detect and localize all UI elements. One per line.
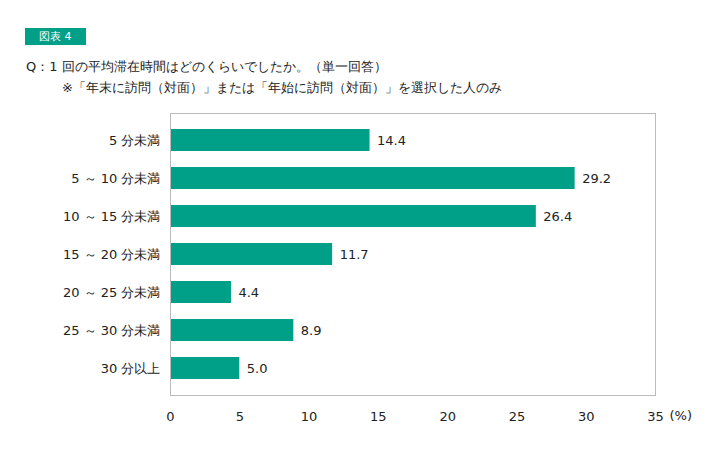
svg-text:15 ～ 20 分未満: 15 ～ 20 分未満 xyxy=(63,247,160,262)
svg-text:5: 5 xyxy=(236,409,244,424)
html-text:Q：1 回の平均滞在時間はどのくらいでしたか。（単一回答）: Q：1 回の平均滞在時間はどのくらいでしたか。（単一回答） xyxy=(26,59,387,74)
svg-text:25: 25 xyxy=(509,409,526,424)
svg-text:25 ～ 30 分未満: 25 ～ 30 分未満 xyxy=(63,323,160,338)
html-text:図表 4: 図表 4 xyxy=(39,30,72,43)
svg-text:15: 15 xyxy=(370,409,387,424)
svg-text:4.4: 4.4 xyxy=(238,285,259,300)
svg-text:10: 10 xyxy=(301,409,318,424)
svg-text:8.9: 8.9 xyxy=(301,323,322,338)
svg-text:14.4: 14.4 xyxy=(377,133,406,148)
svg-text:10 ～ 15 分未満: 10 ～ 15 分未満 xyxy=(63,209,160,224)
svg-text:5 分未満: 5 分未満 xyxy=(109,133,160,148)
html-text:※「年末に訪問（対面）」または「年始に訪問（対面）」を選択し: ※「年末に訪問（対面）」または「年始に訪問（対面）」を選択した人のみ xyxy=(62,80,502,95)
svg-text:20 ～ 25 分未満: 20 ～ 25 分未満 xyxy=(63,285,160,300)
svg-text:5.0: 5.0 xyxy=(247,361,268,376)
svg-text:26.4: 26.4 xyxy=(543,209,572,224)
svg-text:11.7: 11.7 xyxy=(340,247,369,262)
svg-text:30: 30 xyxy=(578,409,595,424)
svg-text:30 分以上: 30 分以上 xyxy=(101,361,161,376)
svg-text:29.2: 29.2 xyxy=(582,171,611,186)
svg-text:35: 35 xyxy=(647,409,664,424)
svg-text:(%): (%) xyxy=(670,408,693,423)
svg-text:0: 0 xyxy=(166,409,174,424)
svg-text:5 ～ 10 分未満: 5 ～ 10 分未満 xyxy=(71,171,160,186)
svg-text:20: 20 xyxy=(439,409,456,424)
